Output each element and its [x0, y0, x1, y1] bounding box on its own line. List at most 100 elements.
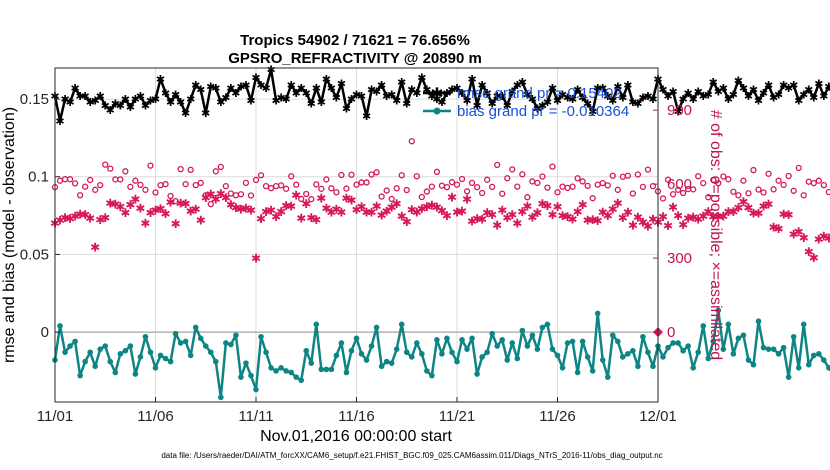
obs-assimilated-point: ✱: [176, 196, 186, 210]
obs-assimilated-point: ✱: [502, 211, 512, 225]
obs-possible-point: [92, 186, 99, 193]
rmse-point: ✱: [216, 97, 225, 109]
obs-possible-point: [755, 186, 762, 193]
bias-point: [740, 332, 747, 339]
obs-assimilated-point: ✱: [557, 209, 567, 223]
rmse-point: ✱: [543, 97, 552, 109]
obs-possible-point: [644, 166, 652, 173]
rmse-point: ✱: [241, 80, 250, 92]
rmse-point: ✱: [588, 106, 597, 118]
obs-assimilated-point: ✱: [432, 200, 442, 214]
bias-point: [77, 372, 83, 379]
obs-assimilated-point: ✱: [276, 205, 286, 219]
bias-point: [569, 338, 576, 345]
obs-assimilated-point: ✱: [336, 206, 346, 220]
bias-point: [253, 386, 259, 393]
bias-point: [615, 338, 621, 345]
rmse-point: ✱: [412, 88, 421, 100]
rmse-point: ✱: [76, 91, 85, 103]
bias-point: [760, 344, 767, 351]
rmse-point: ✱: [171, 89, 180, 101]
rmse-point: ✱: [347, 94, 356, 106]
bias-point: [509, 340, 516, 346]
rmse-point: ✱: [337, 79, 346, 91]
obs-possible-point: [539, 173, 546, 180]
rmse-point: ✱: [266, 65, 275, 77]
bias-point: [177, 340, 184, 346]
rmse-point: ✱: [508, 86, 517, 98]
obs-assimilated-point: ✱: [799, 231, 809, 245]
bias-point: [554, 352, 561, 359]
obs-assimilated-point: ✱: [703, 205, 713, 219]
obs-assimilated-point: ✱: [281, 199, 291, 213]
obs-assimilated-point: ✱: [487, 208, 497, 222]
obs-assimilated-point: ✱: [733, 201, 743, 215]
obs-assimilated-point: ✱: [241, 202, 251, 216]
bias-point: [323, 366, 330, 373]
bias-point: [72, 338, 78, 345]
obs-assimilated-point: ✱: [748, 207, 758, 221]
obs-assimilated-point: ✱: [301, 197, 311, 211]
bias-point: [67, 343, 73, 349]
obs-assimilated-point: ✱: [492, 219, 502, 233]
rmse-point: ✱: [679, 94, 688, 106]
obs-assimilated-point: ✱: [552, 200, 562, 214]
rmse-point: ✱: [211, 83, 220, 95]
obs-assimilated-point: ✱: [140, 217, 150, 231]
obs-possible-point: [554, 189, 561, 196]
rmse-point: ✱: [804, 85, 813, 97]
obs-possible-point: [659, 195, 667, 202]
obs-assimilated-point: ✱: [90, 240, 100, 254]
obs-possible-point: [383, 187, 390, 194]
rmse-point: ✱: [553, 96, 562, 108]
obs-possible-point: [504, 175, 511, 182]
obs-assimilated-point: ✱: [346, 194, 356, 208]
legend-rmse-marker: ✱: [430, 86, 443, 103]
obs-assimilated-point: ✱: [643, 220, 653, 234]
obs-possible-point: [820, 181, 827, 189]
x-tick-label: 11/01: [37, 408, 73, 425]
bias-point: [102, 343, 109, 349]
rmse-point: ✱: [789, 80, 798, 92]
obs-possible-point: [478, 189, 486, 197]
rmse-point: ✱: [643, 91, 652, 103]
rmse-point: ✱: [668, 86, 677, 98]
rmse-point: ✱: [694, 86, 703, 98]
rmse-point: ✱: [714, 86, 723, 98]
obs-assimilated-point: ✱: [673, 209, 683, 223]
rmse-point: ✱: [563, 93, 572, 105]
bias-point: [318, 366, 325, 373]
bias-point: [353, 335, 360, 342]
rmse-point: ✱: [618, 93, 627, 105]
obs-possible-point: [177, 165, 184, 173]
obs-assimilated-point: ✱: [191, 202, 201, 216]
rmse-point: ✱: [503, 100, 512, 112]
bias-point: [388, 360, 395, 366]
bias-point: [604, 374, 611, 380]
x-tick-label: 12/01: [639, 408, 677, 425]
obs-possible-point: [710, 176, 717, 184]
obs-possible-point: [237, 191, 245, 198]
obs-possible-point: [207, 200, 214, 208]
rmse-point: ✱: [60, 94, 69, 106]
obs-assimilated-point: ✱: [181, 197, 191, 211]
obs-possible-point: [745, 190, 752, 197]
obs-possible-point: [197, 179, 204, 187]
obs-possible-point: [795, 164, 802, 172]
obs-possible-point: [604, 182, 611, 189]
obs-assimilated-point: ✱: [633, 210, 643, 224]
rmse-point: ✱: [151, 94, 160, 106]
rmse-point: ✱: [467, 74, 476, 86]
rmse-point: ✱: [739, 83, 748, 95]
rmse-point: ✱: [101, 100, 110, 112]
obs-assimilated-point: ✱: [402, 215, 412, 229]
chart-title-line1: Tropics 54902 / 71621 = 76.656%: [240, 32, 470, 49]
obs-assimilated-point: ✱: [477, 213, 487, 227]
obs-possible-point: [413, 173, 420, 180]
bias-point: [790, 333, 797, 340]
obs-assimilated-point: ✱: [482, 206, 492, 220]
obs-possible-point: [293, 181, 300, 188]
obs-possible-point: [458, 175, 466, 183]
y-left-tick-label: 0.15: [20, 91, 49, 108]
obs-assimilated-point: ✱: [819, 229, 829, 243]
